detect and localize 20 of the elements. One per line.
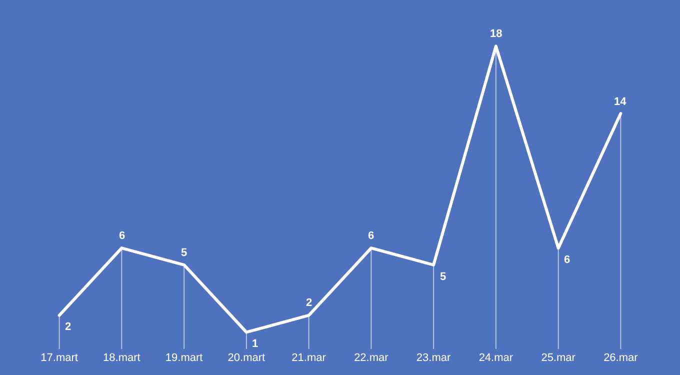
x-tick-label: 22.mar xyxy=(354,352,389,364)
data-label: 5 xyxy=(440,271,446,283)
data-label: 18 xyxy=(490,28,502,40)
data-label: 6 xyxy=(564,254,570,266)
data-label: 6 xyxy=(368,230,374,242)
x-tick-label: 17.mart xyxy=(40,352,78,364)
data-label: 1 xyxy=(252,338,258,350)
x-tick-label: 21.mar xyxy=(292,352,326,364)
x-tick-label: 23.mar xyxy=(416,352,452,364)
x-tick-label: 24.mar xyxy=(478,352,514,364)
x-tick-label: 19.mart xyxy=(165,352,203,364)
data-label: 5 xyxy=(181,247,188,259)
x-tick-label: 26.mar xyxy=(604,352,638,364)
x-tick-label: 20.mart xyxy=(228,352,266,364)
data-label: 14 xyxy=(614,96,628,108)
data-label: 6 xyxy=(119,230,126,242)
data-label: 2 xyxy=(65,321,72,333)
data-label: 2 xyxy=(306,297,312,309)
x-tick-label: 18.mart xyxy=(103,352,140,364)
x-tick-label: 25.mar xyxy=(541,352,576,364)
